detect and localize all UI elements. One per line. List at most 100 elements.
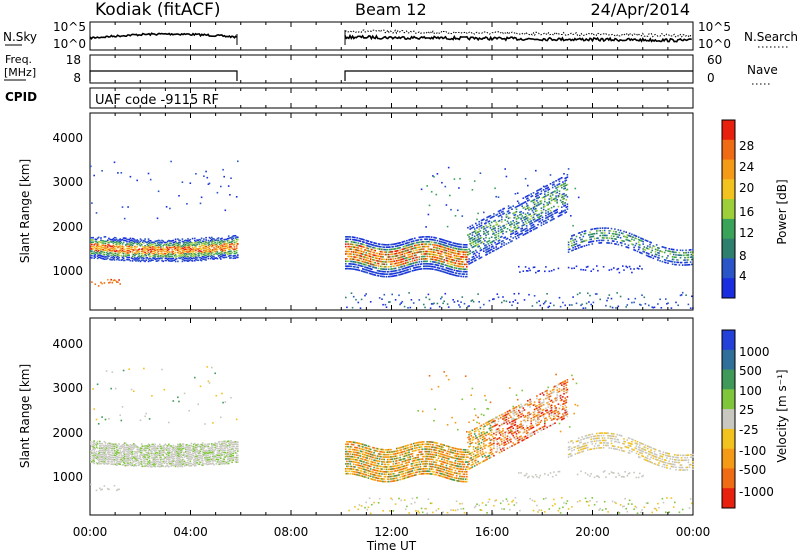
range-cell (372, 256, 374, 259)
range-cell (211, 245, 213, 248)
range-cell (182, 443, 185, 445)
range-cell (453, 252, 456, 254)
range-cell (365, 264, 367, 266)
range-cell (160, 252, 162, 255)
range-cell (472, 246, 475, 248)
range-cell (559, 214, 562, 216)
range-cell (101, 248, 103, 251)
ground-cell (467, 305, 469, 308)
range-cell (223, 440, 225, 443)
range-cell (129, 443, 132, 446)
range-cell (229, 448, 231, 451)
range-cell (130, 257, 133, 259)
range-cell (493, 225, 495, 227)
range-cell (623, 235, 625, 238)
range-cell (135, 460, 137, 463)
range-cell (417, 241, 419, 244)
range-cell (473, 230, 476, 233)
range-cell (207, 255, 210, 257)
range-cell (99, 451, 101, 454)
range-cell (143, 242, 145, 244)
range-cell (622, 240, 624, 242)
range-cell (149, 255, 152, 258)
range-cell (198, 250, 201, 252)
range-cell (468, 260, 470, 263)
range-cell (349, 255, 352, 258)
scatter-cell (161, 368, 163, 371)
ground-cell (442, 302, 444, 305)
range-cell (501, 235, 503, 238)
range-cell (134, 245, 136, 248)
range-cell (230, 243, 232, 246)
range-cell (113, 245, 116, 248)
range-cell (480, 227, 483, 229)
range-cell (407, 264, 409, 266)
range-cell (649, 243, 651, 246)
range-cell (373, 274, 375, 276)
range-cell (192, 459, 195, 461)
range-cell (226, 240, 229, 242)
scatter-cell (206, 176, 209, 179)
range-cell (232, 248, 235, 251)
range-cell (138, 464, 141, 466)
range-cell (355, 246, 357, 249)
range-cell (103, 236, 106, 238)
range-cell (205, 456, 207, 458)
range-cell (355, 263, 357, 266)
range-cell (230, 237, 232, 239)
range-cell (391, 251, 393, 253)
range-cell (494, 219, 496, 222)
range-cell (217, 450, 220, 452)
range-cell (218, 441, 221, 443)
range-cell (626, 236, 629, 239)
range-cell (541, 219, 544, 221)
range-cell (378, 248, 381, 250)
range-cell (205, 241, 207, 243)
range-cell (366, 254, 369, 257)
range-cell (428, 268, 431, 270)
range-cell (128, 249, 130, 252)
range-cell (538, 216, 540, 218)
range-cell (538, 218, 540, 220)
range-cell (144, 460, 146, 463)
range-cell (226, 458, 229, 460)
range-cell (557, 178, 560, 181)
range-cell (110, 447, 112, 450)
range-cell (201, 258, 204, 260)
range-cell (195, 256, 197, 258)
range-cell (128, 238, 130, 241)
range-cell (488, 247, 491, 249)
range-cell (157, 253, 160, 255)
scatter-cell (197, 403, 199, 406)
range-cell (183, 242, 186, 244)
range-cell (449, 243, 451, 246)
range-cell (447, 270, 450, 272)
range-cell (412, 240, 415, 242)
range-cell (208, 243, 211, 246)
range-cell (131, 253, 134, 255)
range-cell (156, 251, 159, 253)
range-cell (412, 262, 415, 264)
range-cell (103, 247, 106, 249)
ground-cell (584, 307, 587, 309)
range-cell (198, 243, 201, 245)
range-cell (190, 253, 193, 255)
range-cell (481, 241, 484, 243)
range-cell (373, 249, 375, 252)
scatter-cell (224, 209, 227, 212)
range-cell (495, 224, 497, 226)
range-cell (168, 450, 170, 452)
range-cell (425, 240, 427, 243)
range-cell (410, 243, 413, 245)
range-cell (110, 456, 112, 459)
range-cell (213, 457, 215, 459)
lower-band-cell (602, 266, 605, 268)
range-cell (168, 448, 170, 450)
range-cell (375, 245, 378, 247)
range-cell (186, 253, 188, 255)
range-cell (450, 253, 452, 256)
range-cell (97, 450, 100, 453)
range-cell (492, 233, 494, 235)
range-cell (148, 446, 151, 449)
range-cell (152, 252, 154, 255)
